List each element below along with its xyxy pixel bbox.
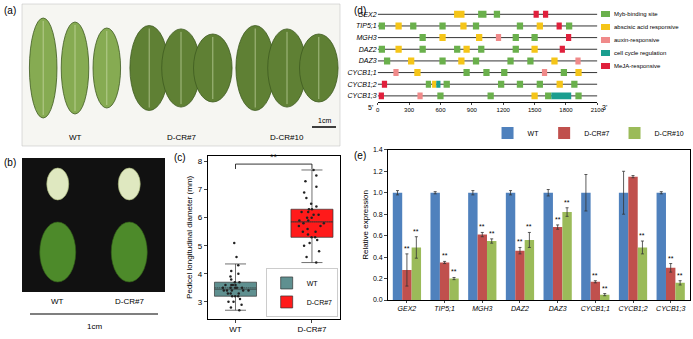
svg-text:**: ** (489, 230, 495, 237)
svg-text:600: 600 (435, 107, 446, 113)
svg-text:**: ** (668, 255, 674, 262)
svg-text:D-CR#10: D-CR#10 (655, 130, 684, 137)
svg-text:1cm: 1cm (318, 117, 331, 124)
svg-text:(b): (b) (4, 157, 16, 168)
svg-text:5': 5' (368, 104, 373, 111)
svg-text:abscisic acid responsive: abscisic acid responsive (614, 24, 679, 30)
svg-text:Myb-binding site: Myb-binding site (614, 11, 658, 17)
svg-text:0.8: 0.8 (373, 211, 383, 218)
svg-text:D-CR#7: D-CR#7 (298, 325, 327, 334)
svg-text:**: ** (413, 228, 419, 235)
svg-text:DAZ2: DAZ2 (511, 305, 529, 312)
svg-text:D-CR#7: D-CR#7 (584, 130, 609, 137)
svg-text:TIP5;1: TIP5;1 (356, 22, 377, 29)
svg-text:1800: 1800 (559, 107, 573, 113)
svg-text:1.2: 1.2 (373, 168, 383, 175)
svg-text:1200: 1200 (497, 107, 511, 113)
svg-text:D-CR#10: D-CR#10 (270, 133, 304, 142)
svg-text:0.6: 0.6 (373, 232, 383, 239)
svg-text:**: ** (526, 223, 532, 230)
svg-text:8: 8 (198, 157, 203, 166)
svg-text:(e): (e) (354, 150, 366, 161)
svg-text:D-CR#7: D-CR#7 (115, 297, 144, 306)
svg-text:**: ** (555, 216, 561, 223)
svg-text:CYCB1;1: CYCB1;1 (581, 305, 610, 312)
svg-text:CYCB1;2: CYCB1;2 (347, 81, 376, 88)
svg-text:**: ** (517, 238, 523, 245)
svg-text:WT: WT (307, 280, 319, 287)
svg-text:(c): (c) (174, 152, 186, 163)
svg-text:MGH3: MGH3 (472, 305, 492, 312)
svg-text:CYCB1;1: CYCB1;1 (347, 69, 376, 76)
svg-text:auxin-responsive: auxin-responsive (614, 37, 660, 43)
svg-text:TIP5;1: TIP5;1 (434, 305, 455, 312)
svg-text:WT: WT (528, 130, 540, 137)
svg-text:Pedicel longitudinal diameter: Pedicel longitudinal diameter (mm) (185, 175, 194, 299)
svg-text:CYCB1;3: CYCB1;3 (656, 305, 685, 312)
svg-text:**: ** (404, 245, 410, 252)
svg-text:(a): (a) (4, 5, 16, 16)
svg-text:WT: WT (69, 133, 82, 142)
svg-text:**: ** (451, 268, 457, 275)
svg-text:GEX2: GEX2 (358, 11, 377, 18)
svg-text:DAZ2: DAZ2 (359, 46, 377, 53)
svg-text:6: 6 (198, 213, 203, 222)
svg-text:MGH3: MGH3 (356, 34, 376, 41)
svg-text:1.0: 1.0 (373, 189, 383, 196)
svg-text:**: ** (270, 152, 278, 162)
svg-text:4: 4 (198, 270, 203, 279)
svg-text:**: ** (677, 272, 683, 279)
svg-text:DAZ3: DAZ3 (549, 305, 567, 312)
svg-text:CYCB1;2: CYCB1;2 (618, 305, 647, 312)
svg-text:7: 7 (198, 185, 203, 194)
svg-text:0.4: 0.4 (373, 254, 383, 261)
svg-text:cell cycle regulation: cell cycle regulation (614, 50, 666, 56)
svg-text:WT: WT (51, 297, 64, 306)
svg-text:DAZ3: DAZ3 (359, 57, 377, 64)
svg-text:0.0: 0.0 (373, 296, 383, 303)
svg-text:900: 900 (467, 107, 478, 113)
svg-text:2100: 2100 (591, 107, 605, 113)
svg-text:5: 5 (198, 242, 203, 251)
svg-text:**: ** (442, 252, 448, 259)
svg-text:(d): (d) (354, 5, 366, 16)
svg-text:CYCB1;3: CYCB1;3 (347, 92, 376, 99)
svg-text:1500: 1500 (528, 107, 542, 113)
svg-text:0: 0 (376, 107, 380, 113)
svg-text:3: 3 (198, 298, 203, 307)
svg-text:Relative expression: Relative expression (361, 190, 370, 260)
svg-text:0.2: 0.2 (373, 275, 383, 282)
svg-text:300: 300 (404, 107, 415, 113)
svg-text:**: ** (602, 285, 608, 292)
svg-text:D-CR#7: D-CR#7 (307, 299, 332, 306)
svg-text:**: ** (592, 272, 598, 279)
svg-text:**: ** (564, 199, 570, 206)
svg-text:**: ** (639, 232, 645, 239)
svg-text:1.4: 1.4 (373, 146, 383, 153)
svg-text:MeJA-responsive: MeJA-responsive (614, 63, 661, 69)
svg-text:3': 3' (602, 104, 607, 111)
svg-text:WT: WT (229, 325, 242, 334)
svg-text:D-CR#7: D-CR#7 (167, 133, 196, 142)
svg-text:**: ** (479, 223, 485, 230)
svg-text:1cm: 1cm (87, 322, 102, 331)
svg-text:GEX2: GEX2 (398, 305, 417, 312)
